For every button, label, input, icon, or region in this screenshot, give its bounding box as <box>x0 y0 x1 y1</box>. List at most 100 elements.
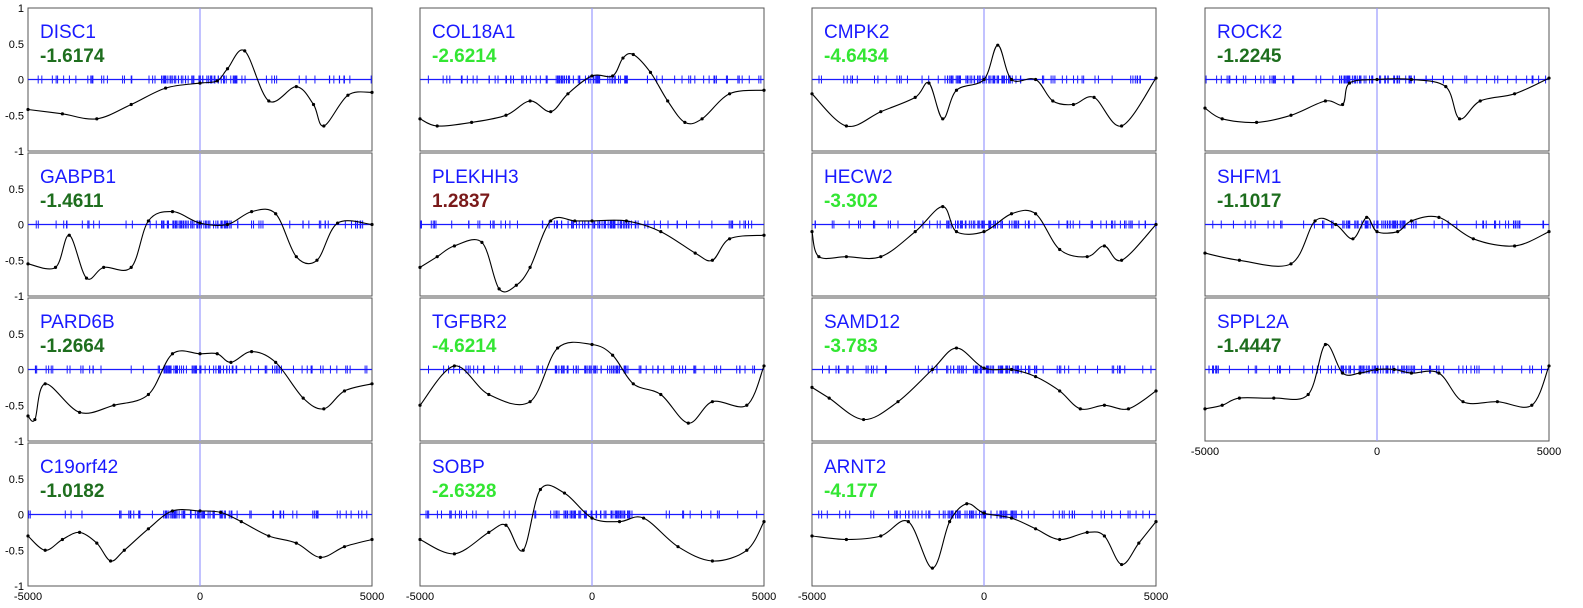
data-point <box>294 85 298 89</box>
data-point <box>844 124 849 128</box>
data-point <box>370 90 374 94</box>
data-point <box>728 237 732 241</box>
data-point <box>301 396 305 400</box>
data-point <box>710 258 715 262</box>
data-point <box>78 530 82 534</box>
data-point <box>342 389 347 393</box>
data-point <box>1102 534 1106 538</box>
data-point <box>1272 396 1276 400</box>
x-tick-label: 0 <box>981 591 987 603</box>
data-point <box>294 255 298 259</box>
data-point <box>1365 215 1369 219</box>
data-point <box>112 403 116 407</box>
score-label: -3.783 <box>824 336 878 357</box>
data-point <box>26 107 30 112</box>
data-point <box>762 364 766 368</box>
gene-label: SPPL2A <box>1217 312 1289 333</box>
data-point <box>322 407 326 411</box>
data-point <box>1530 403 1534 407</box>
gene-label: CMPK2 <box>824 22 889 43</box>
panel-gabpb1: GABPB1 -1.4611 0.5 0 -0.5 -1 <box>5 152 374 303</box>
data-point <box>1547 76 1551 80</box>
data-point <box>1154 76 1158 80</box>
data-point <box>84 276 89 280</box>
data-point <box>487 392 491 397</box>
data-point <box>1341 102 1345 107</box>
data-point <box>1120 124 1124 128</box>
panel-col18a1: COL18A1 -2.6214 <box>418 7 766 152</box>
data-point <box>762 233 766 237</box>
panel-shfm1: SHFM1 -1.1017 <box>1203 152 1551 297</box>
data-point <box>879 534 883 538</box>
data-point <box>198 352 202 356</box>
data-point <box>1375 367 1379 372</box>
data-point <box>1220 117 1224 121</box>
data-point <box>229 360 233 364</box>
data-point <box>1034 375 1038 379</box>
data-point <box>1203 407 1207 411</box>
series-line <box>27 208 373 280</box>
data-point <box>95 541 99 545</box>
data-point <box>1461 400 1465 404</box>
y-tick-label: -0.5 <box>5 110 24 122</box>
data-point <box>1137 541 1141 545</box>
data-point <box>146 527 150 531</box>
data-point <box>1437 215 1441 219</box>
data-point <box>590 342 594 347</box>
data-point <box>1375 77 1379 82</box>
data-point <box>1034 77 1038 82</box>
data-point <box>1547 364 1551 368</box>
y-tick-label: -0.5 <box>5 545 24 557</box>
data-point <box>648 70 653 74</box>
score-label: -1.2245 <box>1217 46 1282 67</box>
data-point <box>611 74 615 78</box>
data-point <box>239 520 243 524</box>
data-point <box>879 110 883 114</box>
data-point <box>1375 230 1379 234</box>
data-point <box>1289 262 1293 266</box>
data-point <box>710 400 715 404</box>
data-point <box>198 509 202 513</box>
data-point <box>827 396 831 400</box>
data-point <box>1471 237 1475 241</box>
data-point <box>1203 251 1207 255</box>
x-tick-label: 0 <box>589 591 595 603</box>
data-point <box>710 559 715 563</box>
data-point <box>452 552 456 556</box>
data-point <box>497 287 501 291</box>
data-point <box>1341 371 1345 375</box>
data-point <box>611 353 615 357</box>
data-point <box>504 523 508 527</box>
data-point <box>1409 219 1413 223</box>
data-point <box>1478 99 1482 103</box>
y-tick-label: -1 <box>14 436 24 448</box>
score-label: -1.4447 <box>1217 336 1281 357</box>
data-point <box>1323 342 1327 347</box>
data-point <box>1444 85 1448 89</box>
data-point <box>982 511 986 515</box>
series-line <box>1204 215 1550 267</box>
data-point <box>370 222 374 227</box>
data-point <box>336 221 340 225</box>
data-point <box>26 262 30 266</box>
data-point <box>879 255 883 259</box>
data-point <box>590 516 594 520</box>
data-point <box>642 516 646 520</box>
data-point <box>1058 247 1062 252</box>
x-tick-label: 5000 <box>360 591 384 603</box>
gene-label: DISC1 <box>40 22 96 43</box>
x-tick-label: -5000 <box>14 591 42 603</box>
data-point <box>631 52 635 57</box>
data-point <box>1092 95 1096 99</box>
data-point <box>844 537 849 542</box>
data-point <box>941 205 945 209</box>
data-point <box>621 56 625 60</box>
data-point <box>556 346 560 350</box>
x-tick-label: 0 <box>1374 446 1380 458</box>
data-point <box>418 117 422 121</box>
x-tick-label: 5000 <box>1537 446 1561 458</box>
data-point <box>954 346 959 350</box>
data-point <box>418 403 422 407</box>
data-point <box>78 410 82 414</box>
